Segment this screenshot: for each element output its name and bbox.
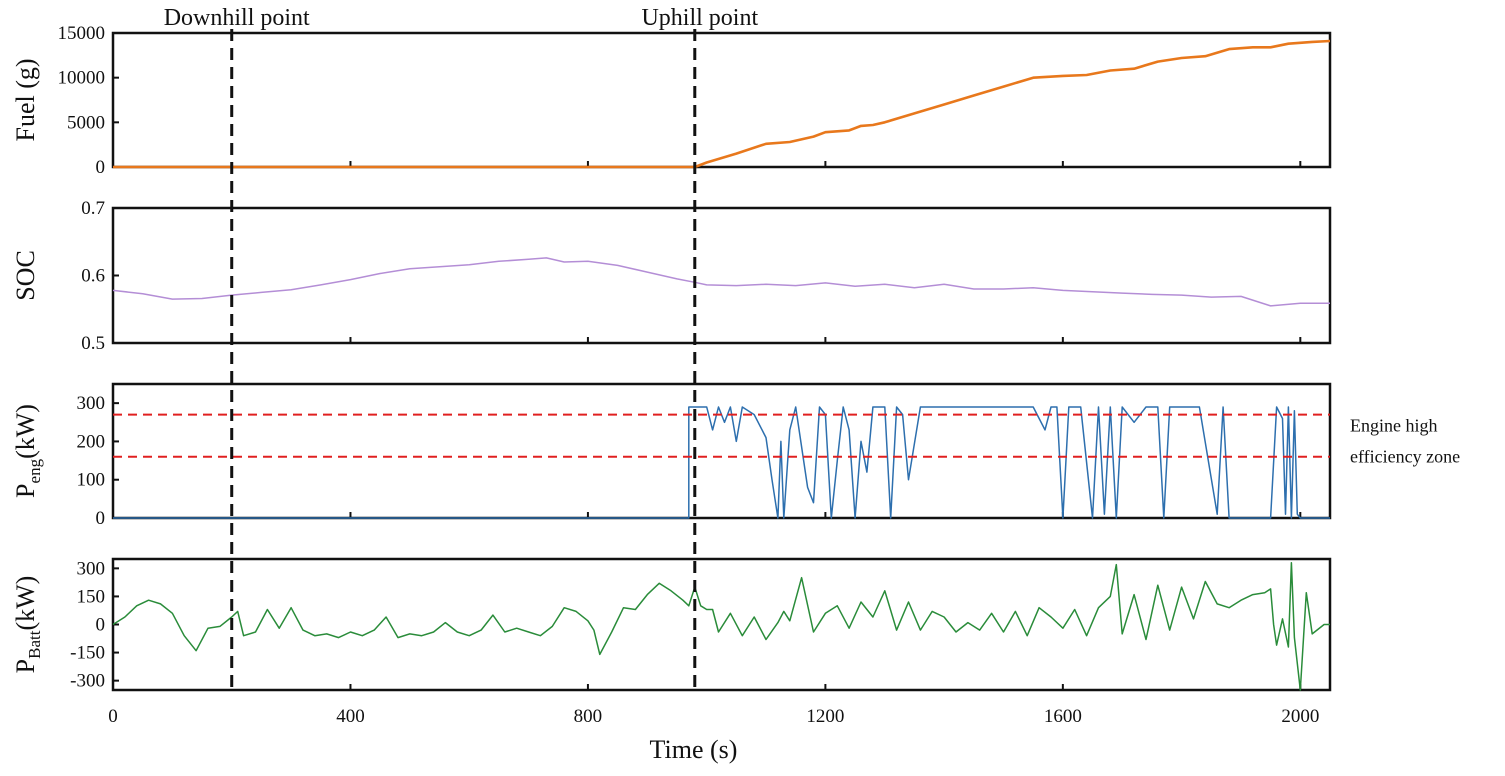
panel-frames [111,31,1332,692]
ytick-label-peng: 100 [77,470,106,491]
ytick-label-peng: 0 [96,508,106,529]
series-line-peng [113,406,1330,519]
ytick-label-fuel: 10000 [58,68,106,89]
ylabel-subscript-pbatt: Batt [25,630,44,659]
ytick-label-fuel: 5000 [67,112,105,133]
panel-frame-peng [111,382,1332,520]
xtick-label: 1200 [806,706,844,727]
series-line-soc [112,257,1330,307]
zone-label-line1: Engine high [1350,416,1438,436]
axis-labels: Fuel (g) SOC Engine high efficiency zone Pen… [11,58,1460,764]
data-series [112,39,1331,691]
ylabel-fuel: Fuel (g) [11,58,40,141]
ytick-label-pbatt: -150 [70,643,105,664]
ytick-label-soc: 0.6 [81,266,105,287]
xtick-label: 0 [108,706,118,727]
ylabel-peng: Peng(kW) [11,404,44,498]
ytick-label-peng: 200 [77,431,106,452]
xtick-label: 400 [336,706,365,727]
panel-frame-fuel [111,31,1332,169]
ytick-label-pbatt: -300 [70,671,105,692]
xtick-label: 800 [574,706,603,727]
ylabel-unit-peng: (kW) [11,404,40,459]
ylabel-unit-pbatt: (kW) [11,576,40,631]
series-line-pbatt [112,561,1330,691]
ylabel-subscript-peng: eng [25,458,44,483]
ylabel-soc: SOC [11,250,40,301]
ytick-label-pbatt: 0 [96,615,106,636]
xtick-label: 2000 [1281,706,1319,727]
ytick-label-soc: 0.5 [81,333,105,354]
series-line-fuel [113,39,1331,169]
ytick-label-fuel: 0 [96,157,106,178]
efficiency-thresholds [113,413,1330,458]
ylabel-pbatt: PBatt(kW) [11,576,44,674]
xtick-label: 1600 [1044,706,1082,727]
xlabel: Time (s) [650,735,738,764]
axis-ticks: 0500010000150000.50.60.70100200300-300-1… [58,23,1320,727]
event-markers: Downhill point Uphill point [164,5,758,690]
marker-label: Downhill point [164,5,310,31]
panel-frame-pbatt [111,557,1332,692]
panel-frame-soc [111,206,1332,345]
marker-label: Uphill point [641,5,758,31]
ytick-label-soc: 0.7 [81,198,105,219]
ytick-label-pbatt: 150 [77,586,106,607]
ytick-label-peng: 300 [77,393,106,414]
ytick-label-pbatt: 300 [77,558,106,579]
ytick-label-fuel: 15000 [58,23,106,44]
zone-label-line2: efficiency zone [1350,447,1460,467]
